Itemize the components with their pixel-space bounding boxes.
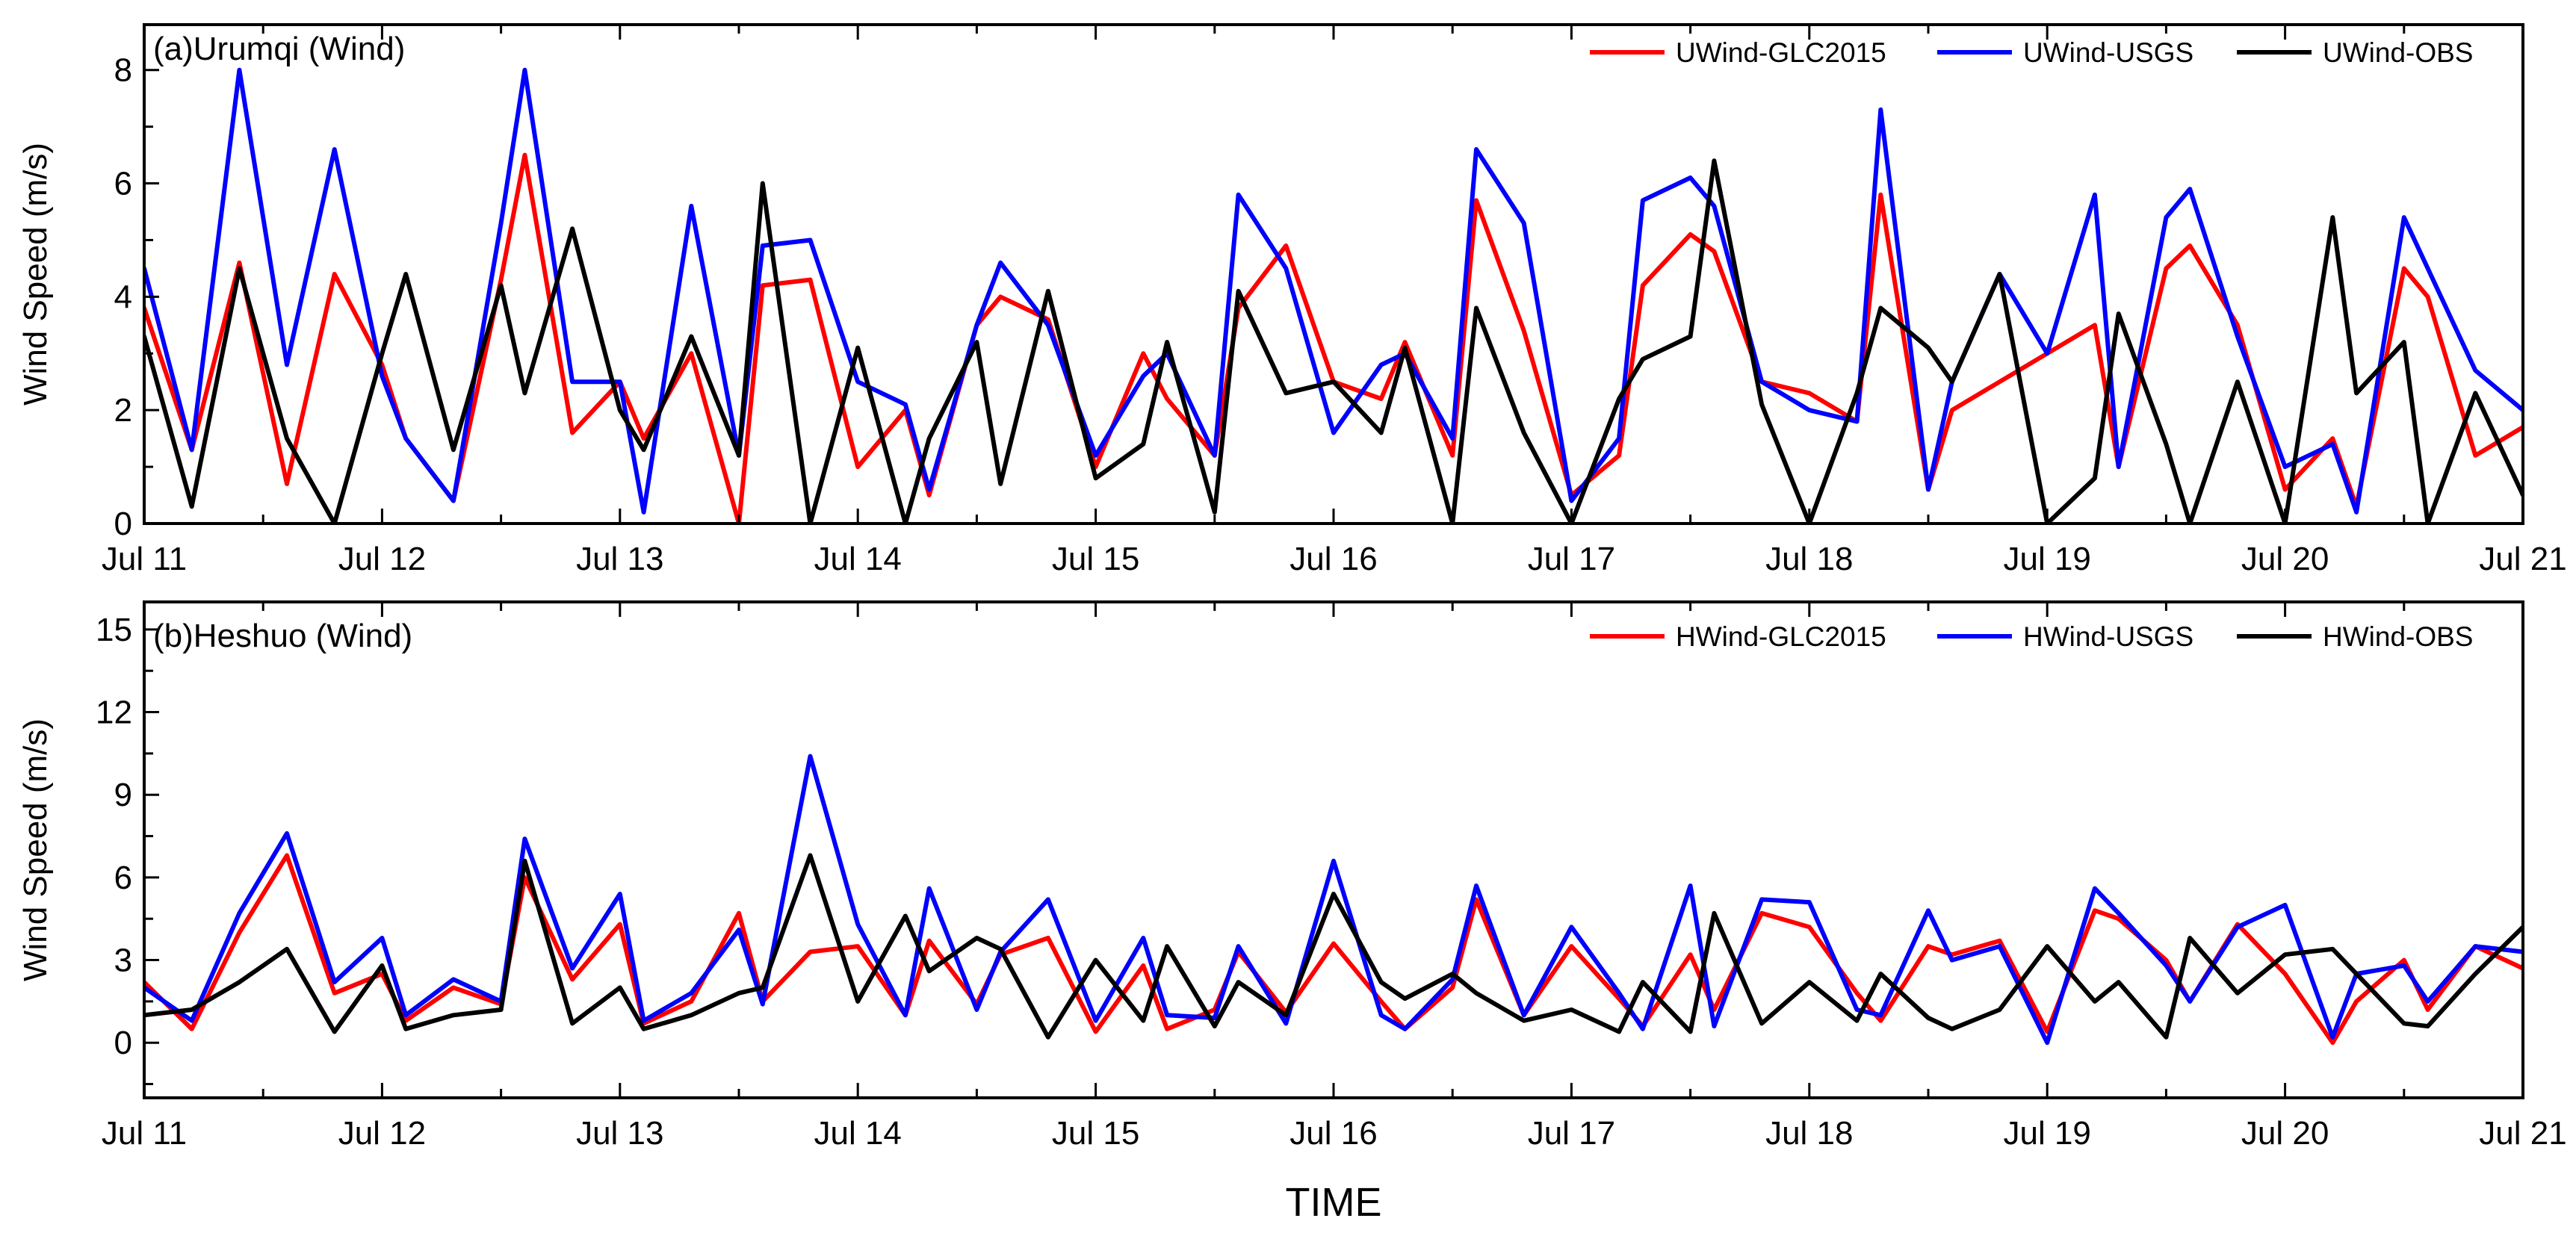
y-tick-label: 2	[114, 392, 132, 429]
x-tick-label: Jul 11	[102, 1115, 187, 1152]
x-tick-label: Jul 14	[814, 1115, 901, 1152]
series-line-UWind-USGS	[144, 67, 2523, 515]
x-tick-label: Jul 12	[338, 1115, 426, 1152]
y-tick-label: 3	[114, 942, 132, 979]
plot-frame	[143, 600, 2524, 1099]
series-line-UWind-OBS	[144, 158, 2523, 524]
legend: UWind-GLC2015 UWind-USGS UWind-OBS	[1590, 37, 2473, 68]
legend: HWind-GLC2015 HWind-USGS HWind-OBS	[1590, 621, 2473, 652]
legend-label: UWind-GLC2015	[1676, 37, 1886, 68]
y-axis-title: Wind Speed (m/s)	[17, 143, 54, 406]
x-tick-label: Jul 21	[2479, 541, 2566, 577]
x-tick-label: Jul 19	[2003, 1115, 2090, 1152]
y-tick-label: 15	[96, 612, 132, 648]
x-tick-label: Jul 11	[102, 541, 187, 577]
x-tick-label: Jul 18	[1765, 541, 1853, 577]
y-tick-label: 8	[114, 52, 132, 89]
x-tick-label: Jul 16	[1289, 1115, 1377, 1152]
series-line-HWind-OBS	[144, 853, 2523, 1040]
panel-title: (b)Heshuo (Wind)	[153, 618, 412, 654]
legend-label: HWind-OBS	[2323, 621, 2473, 652]
series-group	[144, 754, 2523, 1046]
x-tick-label: Jul 16	[1289, 541, 1377, 577]
series-group	[144, 67, 2523, 524]
y-tick-label: 0	[114, 1025, 132, 1061]
x-tick-label: Jul 14	[814, 541, 901, 577]
y-tick-label: 9	[114, 777, 132, 813]
y-tick-label: 12	[96, 695, 132, 731]
x-tick-label: Jul 13	[576, 541, 663, 577]
legend-label: HWind-GLC2015	[1676, 621, 1886, 652]
x-tick-label: Jul 17	[1528, 541, 1615, 577]
x-tick-label: Jul 12	[338, 541, 426, 577]
x-tick-label: Jul 21	[2479, 1115, 2566, 1152]
y-tick-label: 6	[114, 166, 132, 202]
x-tick-label: Jul 20	[2241, 1115, 2329, 1152]
legend-label: UWind-USGS	[2023, 37, 2193, 68]
legend-label: UWind-OBS	[2323, 37, 2473, 68]
y-axis-title: Wind Speed (m/s)	[17, 718, 54, 981]
panel-a: Jul 11 Jul 12 Jul 13 Jul 14 Jul 15 Jul 16 Jul …	[17, 23, 2567, 577]
legend-label: HWind-USGS	[2023, 621, 2193, 652]
x-tick-label: Jul 13	[576, 1115, 663, 1152]
x-tick-label: Jul 15	[1052, 541, 1139, 577]
x-tick-label: Jul 18	[1765, 1115, 1853, 1152]
x-axis-title: TIME	[1286, 1180, 1382, 1225]
x-tick-label: Jul 19	[2003, 541, 2090, 577]
y-tick-label: 4	[114, 279, 132, 315]
panel-b: Jul 11 Jul 12 Jul 13 Jul 14 Jul 15 Jul 16 Jul …	[17, 600, 2567, 1225]
y-tick-label: 0	[114, 506, 132, 542]
x-tick-label: Jul 20	[2241, 541, 2329, 577]
y-tick-label: 6	[114, 860, 132, 896]
x-tick-label: Jul 15	[1052, 1115, 1139, 1152]
series-line-HWind-GLC2015	[144, 853, 2523, 1046]
x-tick-label: Jul 17	[1528, 1115, 1615, 1152]
panel-title: (a)Urumqi (Wind)	[153, 31, 405, 67]
